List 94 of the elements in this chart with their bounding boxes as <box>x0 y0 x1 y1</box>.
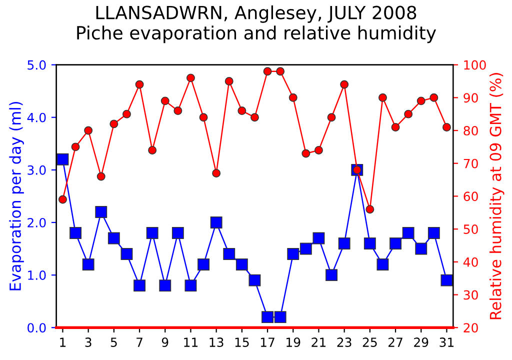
y-axis-title: Evaporation per day (ml) <box>9 102 24 290</box>
point <box>82 258 94 271</box>
y2-tick-label: 90 <box>464 93 478 103</box>
point <box>340 80 349 89</box>
point <box>159 280 172 292</box>
y-tick-label: 0.0 <box>28 323 46 333</box>
y2-tick-label: 80 <box>464 126 478 136</box>
point <box>70 227 82 239</box>
point <box>366 205 374 214</box>
point <box>404 110 413 118</box>
point <box>364 238 376 250</box>
point <box>338 238 350 250</box>
point <box>120 248 133 260</box>
x-tick-label: 29 <box>414 338 428 347</box>
point <box>300 242 312 255</box>
point <box>172 227 184 239</box>
x-tick-label: 7 <box>136 338 142 347</box>
point <box>135 80 144 89</box>
y-tick-label: 5.0 <box>28 60 46 70</box>
x-tick-label: 17 <box>260 338 274 347</box>
point <box>378 93 387 102</box>
point <box>288 93 298 102</box>
point <box>402 227 414 239</box>
point <box>238 106 246 116</box>
point <box>212 168 221 178</box>
point <box>248 274 261 286</box>
point <box>110 120 118 128</box>
x-tick-label: 25 <box>362 338 377 347</box>
x-tick-label: 19 <box>286 338 300 347</box>
point <box>134 280 146 292</box>
x-tick-label: 5 <box>110 338 117 347</box>
point <box>199 113 208 122</box>
x-tick-label: 27 <box>388 338 402 347</box>
y2-tick-label: 100 <box>464 60 486 70</box>
y2-tick-label: 20 <box>464 323 478 333</box>
x-tick-label: 21 <box>312 338 326 347</box>
y2-axis-title: Relative humidity at 09 GMT (%) <box>489 73 504 320</box>
y2-tick-label: 50 <box>464 224 478 234</box>
x-tick-label: 13 <box>210 338 224 347</box>
point <box>274 311 286 324</box>
chart-title: LLANSADWRN, Anglesey, JULY 2008 Piche evaporation and relative humidity <box>77 5 436 44</box>
point <box>96 172 106 181</box>
y-tick-label: 3.0 <box>28 165 46 175</box>
point <box>390 238 402 250</box>
x-tick-label: 1 <box>60 338 66 347</box>
y-tick-label: 4.0 <box>27 112 46 122</box>
point <box>416 96 426 106</box>
point <box>174 106 182 116</box>
y2-tick-label: 70 <box>464 158 478 168</box>
x-tick-label: 23 <box>337 338 352 347</box>
point <box>415 242 428 255</box>
point <box>210 216 222 228</box>
point <box>440 274 453 286</box>
point <box>184 280 197 292</box>
y-tick-label: 1.0 <box>28 270 46 280</box>
point <box>56 153 69 166</box>
point <box>428 227 440 239</box>
point <box>58 195 67 204</box>
point <box>148 146 157 154</box>
point <box>224 76 234 86</box>
point <box>146 227 158 239</box>
y-tick-label: 2.0 <box>28 218 46 228</box>
point <box>263 67 272 76</box>
x-tick-label: 11 <box>184 338 198 347</box>
point <box>276 67 285 76</box>
point <box>108 232 120 244</box>
point <box>223 248 236 260</box>
point <box>376 258 389 271</box>
point <box>314 146 323 154</box>
point <box>122 110 131 118</box>
point <box>442 122 451 132</box>
point <box>312 232 325 244</box>
y2-tick-label: 60 <box>464 192 478 202</box>
point <box>327 113 336 122</box>
point <box>287 248 300 260</box>
x-tick-label: 3 <box>85 338 92 347</box>
point <box>430 93 438 102</box>
x-tick-label: 31 <box>440 338 454 347</box>
point <box>236 258 248 271</box>
y2-tick-label: 30 <box>464 290 478 300</box>
point <box>302 149 310 158</box>
point <box>250 113 259 122</box>
y2-tick-label: 40 <box>463 257 478 267</box>
point <box>160 96 170 106</box>
point <box>95 206 108 218</box>
point <box>391 122 400 132</box>
x-tick-label: 15 <box>235 338 249 347</box>
point <box>71 142 80 152</box>
x-tick-label: 9 <box>162 338 168 347</box>
point <box>84 126 93 135</box>
point <box>326 269 338 282</box>
point <box>186 74 195 82</box>
point <box>262 311 274 324</box>
point <box>198 258 210 271</box>
